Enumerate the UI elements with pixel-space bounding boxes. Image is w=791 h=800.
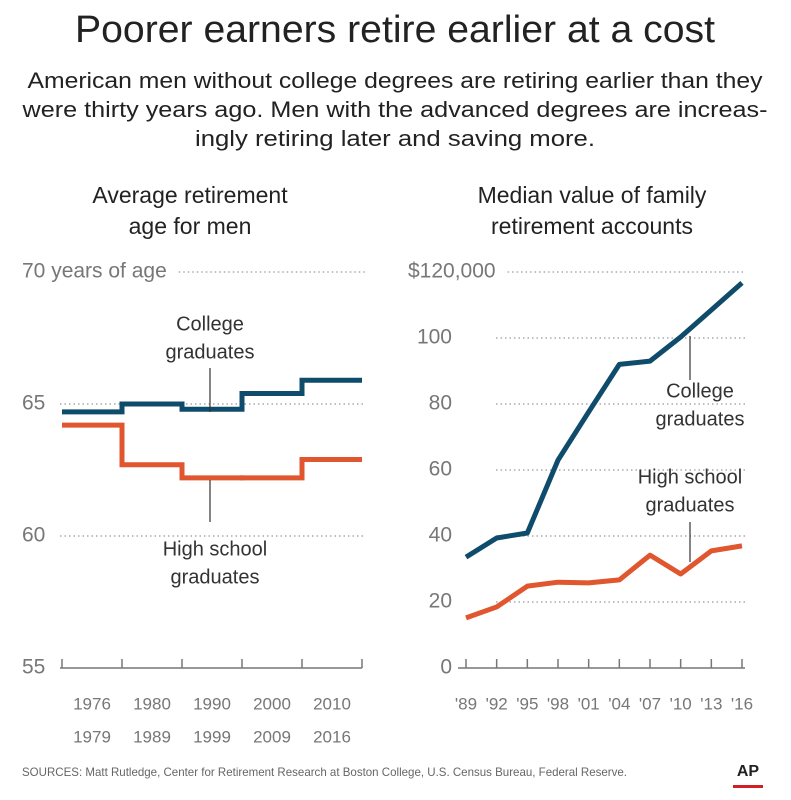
x-tick-label: 1999 (193, 727, 231, 746)
x-tick-label: 1976 (73, 694, 111, 713)
x-tick-label: 1979 (73, 727, 111, 746)
panel-title: Median value of family (478, 182, 707, 208)
x-tick-label: 1980 (133, 694, 171, 713)
panel-title: retirement accounts (491, 213, 693, 239)
x-tick-label: '16 (731, 694, 753, 713)
y-tick-label: 40 (429, 524, 452, 547)
series-label: High school (163, 538, 268, 560)
x-tick-label: '89 (455, 694, 477, 713)
subtitle-line: were thirty years ago. Men with the adva… (21, 97, 767, 122)
series-label: graduates (656, 408, 745, 430)
subtitle-line: ingly retiring later and saving more. (195, 126, 595, 151)
panel-title: age for men (129, 213, 252, 239)
x-tick-label: '13 (700, 694, 722, 713)
line-series (465, 543, 743, 621)
series-label: College (176, 313, 244, 335)
x-tick-label: '92 (486, 694, 508, 713)
y-tick-label: 80 (429, 392, 452, 415)
logo-underline (733, 785, 763, 788)
x-tick-label: 2010 (313, 694, 351, 713)
x-tick-label: '95 (516, 694, 538, 713)
x-tick-label: 2000 (253, 694, 291, 713)
x-tick-label: 1989 (133, 727, 171, 746)
x-tick-label: '98 (547, 694, 569, 713)
y-tick-label: 70 years of age (22, 260, 167, 283)
x-tick-label: 2009 (253, 727, 291, 746)
logo: AP (737, 763, 760, 780)
series-label: graduates (646, 494, 735, 516)
sources: SOURCES: Matt Rutledge, Center for Retir… (22, 765, 627, 779)
y-tick-label: 0 (440, 656, 452, 679)
series-label: College (666, 380, 734, 402)
y-tick-label: 100 (417, 326, 452, 349)
y-tick-label: 60 (429, 458, 452, 481)
title: Poorer earners retire earlier at a cost (75, 9, 715, 51)
x-tick-label: '10 (670, 694, 692, 713)
y-tick-label: 65 (22, 392, 45, 415)
panel-title: Average retirement (92, 182, 288, 208)
y-tick-label: 60 (22, 524, 45, 547)
x-tick-label: '07 (639, 694, 661, 713)
x-tick-label: '04 (608, 694, 630, 713)
x-tick-label: '01 (578, 694, 600, 713)
x-tick-label: 1990 (193, 694, 231, 713)
series-label: High school (638, 466, 743, 488)
y-tick-label: $120,000 (408, 260, 496, 283)
y-tick-label: 20 (429, 590, 452, 613)
x-tick-label: 2016 (313, 727, 351, 746)
line-series (464, 281, 744, 560)
y-tick-label: 55 (22, 656, 45, 679)
series-label: graduates (166, 341, 255, 363)
subtitle-line: American men without college degrees are… (28, 68, 763, 93)
series-label: graduates (171, 566, 260, 588)
